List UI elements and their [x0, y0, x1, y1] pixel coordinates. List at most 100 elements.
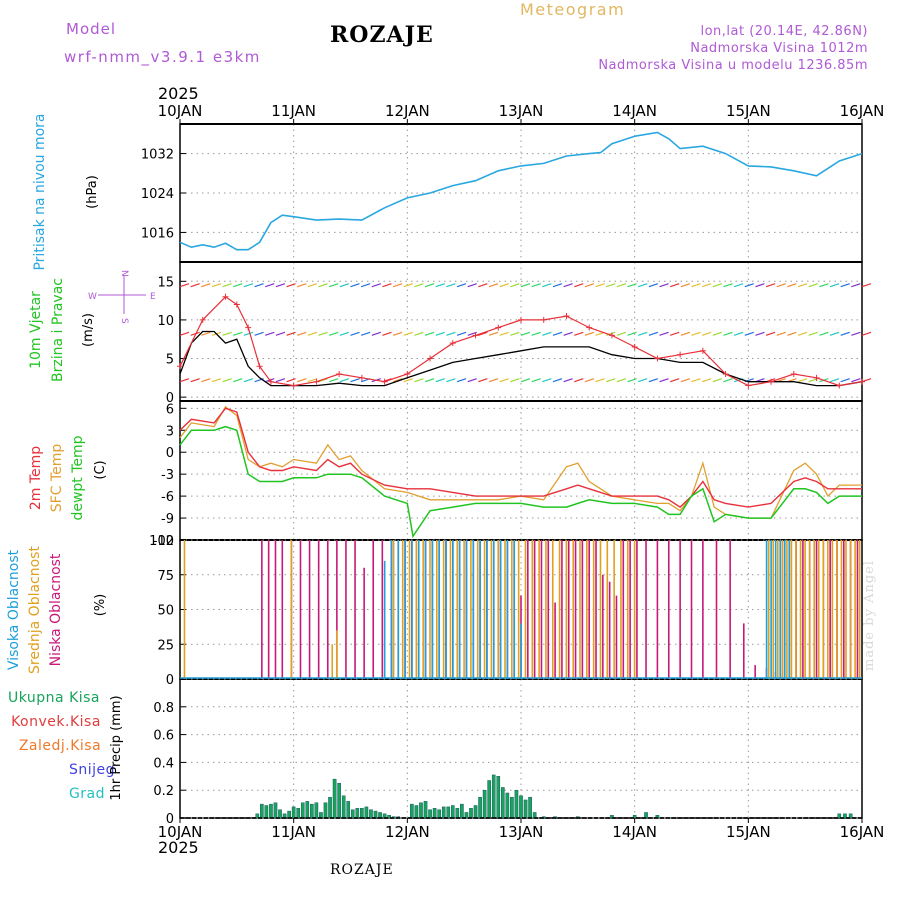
precip-bar	[455, 808, 460, 819]
wind-vector	[510, 283, 520, 288]
wind-vector	[371, 283, 382, 288]
precip-bar	[532, 812, 537, 819]
wind-vector	[638, 331, 648, 336]
wind-vector	[467, 283, 477, 288]
wind-vector	[723, 331, 733, 336]
wind-vector	[424, 331, 435, 336]
wind-gust-marker	[495, 324, 502, 331]
footer-location: ROZAJE	[330, 862, 394, 878]
precip-bar	[323, 802, 328, 819]
wind-vector	[297, 378, 307, 383]
precip-bar	[843, 813, 847, 819]
precip-legend-label: Grad	[69, 786, 105, 802]
wind-gust-marker	[336, 370, 343, 377]
wind-vector	[765, 331, 776, 336]
wind-vector	[648, 378, 659, 383]
location-title: ROZAJE	[330, 22, 434, 48]
wind-vector	[797, 331, 808, 336]
wind-gust-marker	[745, 382, 752, 389]
wind-gust-marker	[267, 378, 274, 385]
y-tick-label: 0	[166, 446, 174, 461]
y-tick-label: 50	[157, 604, 174, 619]
wind-vector	[488, 331, 499, 336]
precip-bar	[441, 806, 446, 819]
dewpoint-line	[179, 425, 862, 539]
wind-vector	[456, 331, 467, 336]
wind-vector	[776, 331, 786, 336]
wind-vector	[350, 378, 360, 383]
wind-vector	[297, 331, 307, 336]
precip-bar	[319, 812, 323, 819]
low-cloud-axis-label: Niska Oblacnost	[48, 553, 64, 666]
wind-vector	[638, 378, 648, 383]
precip-bar	[355, 808, 360, 819]
wind-gust-marker	[313, 378, 320, 385]
wind-speed-line	[179, 330, 863, 387]
wind-vector	[403, 378, 413, 383]
wind-vector	[701, 378, 712, 383]
precip-bar	[300, 802, 305, 819]
precip-bar	[269, 803, 273, 819]
wind-vector	[456, 378, 467, 383]
precip-bar	[514, 790, 519, 819]
wind-vector	[659, 283, 669, 288]
wind-vector	[861, 331, 872, 336]
y-tick-label: -12	[153, 534, 174, 549]
wind-vector	[360, 283, 371, 288]
wind-vector	[829, 378, 840, 383]
wind-vector	[691, 378, 701, 383]
y-tick-label: 6	[166, 402, 174, 417]
wind-gust-marker	[381, 378, 388, 385]
wind-vector	[382, 331, 392, 336]
x-tick-label-bottom: 12JAN	[385, 823, 430, 841]
compass-west-label: W	[88, 292, 97, 302]
precip-bar	[373, 810, 378, 819]
wind-vector	[201, 283, 211, 288]
wind-vector	[360, 331, 371, 336]
wind-vector	[851, 331, 861, 336]
y-tick-label: 0	[166, 812, 174, 827]
wind-vector	[574, 378, 584, 383]
wind-gust-marker	[813, 374, 820, 381]
wind-vector	[520, 283, 531, 288]
wind-vector	[840, 331, 850, 336]
wind-gust-marker	[358, 374, 365, 381]
precip-bar	[432, 808, 437, 819]
wind-vector	[701, 283, 712, 288]
wind-vector	[286, 331, 296, 336]
precip-bar	[419, 802, 423, 819]
wind-vector	[787, 331, 797, 336]
wind-vector	[382, 283, 392, 288]
year-bottom: 2025	[158, 838, 199, 857]
pressure-axis-label: Pritisak na nivou mora	[32, 113, 48, 270]
wind-vector	[414, 283, 424, 288]
wind-vector	[179, 331, 190, 336]
wind-vector	[201, 331, 211, 336]
temp-unit-label: (C)	[93, 460, 108, 479]
precip-bar	[273, 802, 278, 819]
precip-bar	[428, 809, 432, 819]
wind-vector	[669, 378, 680, 383]
wind-vector	[403, 331, 413, 336]
precip-bar	[314, 802, 319, 819]
wind-vector	[371, 331, 382, 336]
wind-vector	[584, 283, 595, 288]
wind-vector	[797, 378, 808, 383]
wind-vector	[542, 283, 552, 288]
wind-vector	[328, 283, 339, 288]
wind-gust-marker	[699, 347, 706, 354]
y-tick-label: -9	[161, 512, 174, 527]
precip-bar	[255, 813, 260, 819]
wind-vector	[542, 331, 552, 336]
precip-bar	[451, 805, 455, 819]
wind-vector	[350, 283, 360, 288]
wind-vector	[446, 378, 456, 383]
precip-axis-label: 1hr Precip (mm)	[109, 695, 124, 800]
wind-vector	[691, 331, 701, 336]
precip-bar	[414, 805, 419, 819]
wind-vector	[520, 331, 531, 336]
wind-vector	[680, 331, 691, 336]
precip-bar	[496, 776, 501, 819]
precip-bar	[328, 796, 332, 819]
wind-vector	[861, 283, 872, 288]
